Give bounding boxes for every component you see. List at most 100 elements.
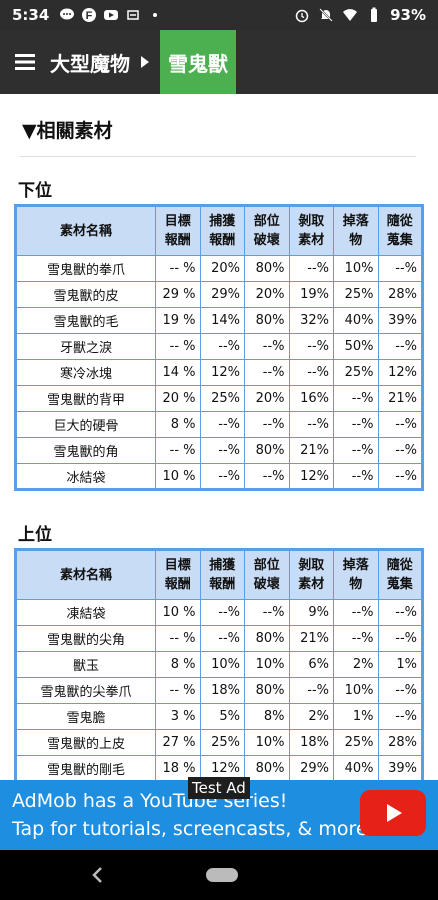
rate-cell: 10%: [199, 651, 245, 678]
rate-cell: 19 %: [155, 307, 201, 334]
column-header: 剝取 素材: [288, 549, 334, 600]
rate-cell: --%: [288, 411, 334, 438]
wifi-icon: [343, 9, 358, 21]
rate-cell: 9%: [288, 599, 334, 626]
table-row: 雪鬼獸的皮 29 % 29% 20% 19% 25% 28%: [15, 281, 423, 308]
system-nav-bar: [0, 850, 438, 900]
rate-cell: 80%: [244, 625, 290, 652]
material-name-cell: 雪鬼獸的背甲: [15, 385, 156, 412]
rate-cell: --%: [377, 599, 423, 626]
table-row: 雪鬼獸的角 -- % --% 80% 21% --% --%: [15, 437, 423, 464]
rate-cell: --%: [199, 333, 245, 360]
home-pill-icon[interactable]: [206, 868, 238, 882]
column-header: 隨從 蒐集: [377, 549, 423, 600]
app-f-icon: F: [82, 8, 97, 22]
table-row: 雪鬼獸的上皮 27 % 25% 10% 18% 25% 28%: [15, 729, 423, 756]
column-header-name: 素材名稱: [15, 549, 156, 600]
rate-cell: 12%: [288, 463, 334, 490]
rate-cell: --%: [377, 463, 423, 490]
table-row: 寒冷冰塊 14 % 12% --% --% 25% 12%: [15, 359, 423, 386]
rate-cell: 2%: [288, 703, 334, 730]
rate-cell: 20%: [244, 281, 290, 308]
rate-cell: 21%: [288, 625, 334, 652]
table-row: 獸玉 8 % 10% 10% 6% 2% 1%: [15, 651, 423, 678]
rate-cell: 80%: [244, 677, 290, 704]
material-name-cell: 雪鬼膽: [15, 703, 156, 730]
breadcrumb-current: 雪鬼獸: [160, 30, 236, 94]
rate-cell: 1%: [333, 703, 379, 730]
rate-cell: 80%: [244, 755, 290, 780]
low-rank-table: 素材名稱 目標 報酬 捕獲 報酬 部位 破壞 剝取 素材 掉落物隨從 蒐集 雪鬼獸的拳爪 -- % 20…: [14, 204, 424, 491]
status-time: 5:34: [12, 6, 50, 24]
main-content[interactable]: ▼相關素材 下位 素材名稱 目標 報酬 捕獲 報酬 部位 破壞 剝取 素材 掉落物隨從 蒐集 雪鬼獸…: [0, 94, 438, 780]
rate-cell: 12%: [199, 359, 245, 386]
section-title[interactable]: ▼相關素材: [22, 120, 113, 142]
rate-cell: 10 %: [155, 463, 201, 490]
table-row: 巨大的硬骨 8 % --% --% --% --% --%: [15, 411, 423, 438]
table-row: 雪鬼獸的背甲 20 % 25% 20% 16% --% 21%: [15, 385, 423, 412]
ad-banner[interactable]: AdMob has a YouTube series! Tap for tuto…: [0, 777, 438, 850]
rate-cell: 14 %: [155, 359, 201, 386]
high-rank-table: 素材名稱 目標 報酬 捕獲 報酬 部位 破壞 剝取 素材 掉落物隨從 蒐集 凍結袋 10 % --% --…: [14, 548, 424, 780]
breadcrumb-parent[interactable]: 大型魔物: [50, 51, 130, 76]
table-row: 雪鬼獸的拳爪 -- % 20% 80% --% 10% --%: [15, 255, 423, 282]
app-bar: 大型魔物 雪鬼獸: [0, 30, 438, 94]
rate-cell: 10%: [333, 677, 379, 704]
rate-cell: --%: [288, 333, 334, 360]
rate-cell: --%: [244, 463, 290, 490]
rate-cell: --%: [377, 677, 423, 704]
back-icon[interactable]: [90, 866, 104, 884]
rate-cell: 2%: [333, 651, 379, 678]
material-name-cell: 凍結袋: [15, 599, 156, 626]
material-name-cell: 冰結袋: [15, 463, 156, 490]
menu-button[interactable]: [0, 30, 50, 94]
high-rank-title: 上位: [18, 525, 52, 545]
rate-cell: --%: [288, 255, 334, 282]
table-row: 雪鬼獸的毛 19 % 14% 80% 32% 40% 39%: [15, 307, 423, 334]
material-name-cell: 巨大的硬骨: [15, 411, 156, 438]
column-header: 目標 報酬: [155, 205, 201, 256]
material-name-cell: 雪鬼獸的拳爪: [15, 255, 156, 282]
column-header: 剝取 素材: [288, 205, 334, 256]
rate-cell: -- %: [155, 255, 201, 282]
youtube-play-icon[interactable]: [360, 790, 426, 836]
rate-cell: 80%: [244, 255, 290, 282]
rate-cell: --%: [244, 333, 290, 360]
column-header: 部位 破壞: [244, 205, 290, 256]
material-name-cell: 寒冷冰塊: [15, 359, 156, 386]
rate-cell: 25%: [199, 729, 245, 756]
column-header: 掉落物: [333, 205, 379, 256]
rate-cell: -- %: [155, 625, 201, 652]
column-header: 捕獲 報酬: [199, 205, 245, 256]
rate-cell: 28%: [377, 729, 423, 756]
rate-cell: 32%: [288, 307, 334, 334]
rate-cell: 3 %: [155, 703, 201, 730]
status-bar: 5:34 F 93%: [0, 0, 438, 30]
rate-cell: --%: [333, 411, 379, 438]
rate-cell: 25%: [333, 359, 379, 386]
material-name-cell: 雪鬼獸的毛: [15, 307, 156, 334]
material-name-cell: 雪鬼獸的上皮: [15, 729, 156, 756]
rate-cell: --%: [377, 411, 423, 438]
rate-cell: 8 %: [155, 651, 201, 678]
game-icon: [127, 10, 140, 20]
rate-cell: 40%: [333, 307, 379, 334]
rate-cell: -- %: [155, 333, 201, 360]
rate-cell: 25%: [333, 729, 379, 756]
table-row: 雪鬼獸的剛毛 18 % 12% 80% 29% 40% 39%: [15, 755, 423, 780]
rate-cell: 80%: [244, 307, 290, 334]
rate-cell: 8%: [244, 703, 290, 730]
table-row: 冰結袋 10 % --% --% 12% --% --%: [15, 463, 423, 490]
rate-cell: 18%: [288, 729, 334, 756]
rate-cell: 18%: [199, 677, 245, 704]
mute-icon: [319, 8, 333, 22]
table-row: 牙獸之淚 -- % --% --% --% 50% --%: [15, 333, 423, 360]
rate-cell: --%: [244, 359, 290, 386]
material-name-cell: 雪鬼獸的剛毛: [15, 755, 156, 780]
rate-cell: --%: [377, 255, 423, 282]
rate-cell: 16%: [288, 385, 334, 412]
divider: [20, 156, 416, 157]
material-name-cell: 獸玉: [15, 651, 156, 678]
column-header: 目標 報酬: [155, 549, 201, 600]
rate-cell: 10 %: [155, 599, 201, 626]
